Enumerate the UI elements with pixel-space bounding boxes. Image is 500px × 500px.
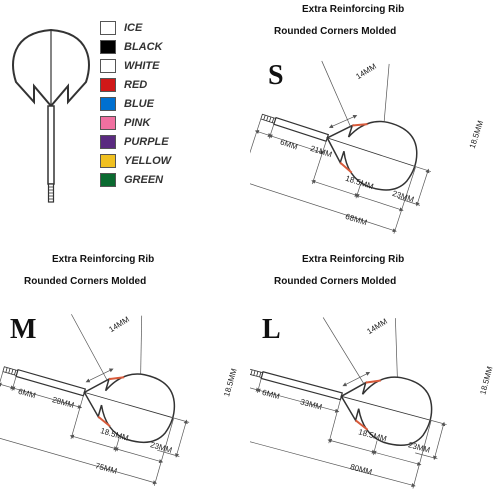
color-legend: ICE BLACK WHITE RED BLUE PINK PURPLE YE [100, 18, 171, 189]
swatch-yellow [100, 154, 116, 168]
swatch-white [100, 59, 116, 73]
swatch-black [100, 40, 116, 54]
color-label: BLACK [124, 41, 163, 53]
color-label: PINK [124, 117, 150, 129]
panel-legend: ICE BLACK WHITE RED BLUE PINK PURPLE YE [0, 0, 250, 250]
diagram-l [250, 250, 500, 500]
color-label: ICE [124, 22, 142, 34]
color-label: PURPLE [124, 136, 169, 148]
legend-row: RED [100, 75, 171, 94]
panel-size-s: Extra Reinforcing Rib Rounded Corners Mo… [250, 0, 500, 250]
legend-row: WHITE [100, 56, 171, 75]
diagram-s [250, 0, 500, 250]
legend-row: BLUE [100, 94, 171, 113]
panel-size-l: Extra Reinforcing Rib Rounded Corners Mo… [250, 250, 500, 500]
swatch-green [100, 173, 116, 187]
legend-row: YELLOW [100, 151, 171, 170]
swatch-pink [100, 116, 116, 130]
color-label: GREEN [124, 174, 163, 186]
legend-row: GREEN [100, 170, 171, 189]
swatch-purple [100, 135, 116, 149]
color-label: RED [124, 79, 147, 91]
diagram-m [0, 250, 250, 500]
legend-row: BLACK [100, 37, 171, 56]
swatch-red [100, 78, 116, 92]
legend-row: ICE [100, 18, 171, 37]
swatch-ice [100, 21, 116, 35]
legend-row: PURPLE [100, 132, 171, 151]
swatch-blue [100, 97, 116, 111]
dart-silhouette [6, 22, 96, 222]
color-label: YELLOW [124, 155, 171, 167]
legend-row: PINK [100, 113, 171, 132]
color-label: BLUE [124, 98, 154, 110]
panel-size-m: Extra Reinforcing Rib Rounded Corners Mo… [0, 250, 250, 500]
color-label: WHITE [124, 60, 159, 72]
